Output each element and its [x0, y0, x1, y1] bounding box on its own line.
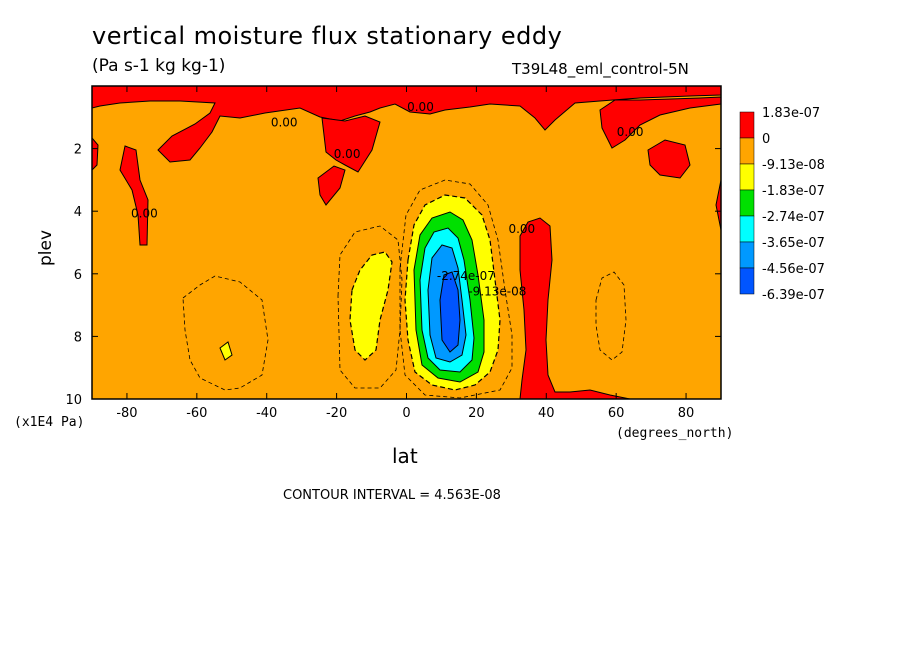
contour-label: 0.00 [617, 125, 644, 139]
y-tick-label: 6 [74, 268, 82, 283]
yellow-region-small [219, 341, 233, 361]
red-region-right [599, 96, 721, 149]
red-region-left [119, 145, 149, 246]
legend-label: -3.65e-07 [762, 236, 825, 251]
x-tick-label: 0 [402, 406, 410, 421]
y-axis: 2 4 6 8 10 [65, 143, 721, 408]
x-tick-label: -60 [186, 406, 207, 421]
legend-swatch [739, 215, 755, 243]
x-tick-label: 80 [678, 406, 695, 421]
red-region-small [317, 165, 346, 206]
legend-swatch [739, 137, 755, 165]
x-tick-label: 60 [608, 406, 625, 421]
legend-label: -9.13e-08 [762, 158, 825, 173]
contour-field [92, 86, 721, 399]
units-label: (Pa s-1 kg kg-1) [92, 56, 226, 76]
x-tick-label: -20 [326, 406, 347, 421]
x-unit-label: (degrees_north) [616, 426, 734, 441]
contour-label: 0.00 [334, 147, 361, 161]
chart-title: vertical moisture flux stationary eddy [92, 22, 563, 50]
x-tick-label: 20 [468, 406, 485, 421]
legend-swatch [739, 267, 755, 295]
x-axis: -80 -60 -40 -20 0 20 40 60 80 [116, 86, 694, 421]
legend-label: 0 [762, 132, 770, 147]
legend-label: -4.56e-07 [762, 262, 825, 277]
contour-label: 0.00 [271, 116, 298, 130]
legend-swatch [739, 241, 755, 269]
run-name: T39L48_eml_control-5N [512, 60, 689, 78]
x-tick-label: -40 [256, 406, 277, 421]
contour-label: 0.00 [508, 222, 535, 236]
dashed-contour-left [182, 275, 269, 391]
blue-plume [439, 271, 461, 353]
y-tick-label: 8 [74, 330, 82, 345]
y-unit-label: (x1E4 Pa) [14, 415, 85, 430]
red-region-right2 [647, 139, 691, 179]
legend-label: -2.74e-07 [762, 210, 825, 225]
yellow-region-left [349, 251, 393, 361]
y-tick-label: 10 [65, 393, 82, 408]
dashed-contour-mid [337, 225, 403, 389]
contour-interval: CONTOUR INTERVAL = 4.563E-08 [283, 488, 501, 503]
legend-label: -1.83e-07 [762, 184, 825, 199]
contour-label: -9.13e-08 [468, 285, 526, 299]
x-tick-label: 40 [538, 406, 555, 421]
contour-labels: 0.00 0.00 0.00 0.00 0.00 0.00 -9.13e-08 -2.74e-… [131, 100, 643, 299]
x-tick-label: -80 [116, 406, 137, 421]
dashed-contour-right [595, 271, 627, 361]
legend-swatch [739, 163, 755, 191]
y-tick-label: 4 [74, 205, 82, 220]
legend-label: -6.39e-07 [762, 288, 825, 303]
contour-label: 0.00 [131, 206, 158, 220]
legend-label: 1.83e-07 [762, 106, 820, 121]
legend-swatch [739, 189, 755, 217]
dashed-contour-plume [399, 179, 513, 399]
red-region-leftedge [92, 137, 99, 171]
red-region-rightedge [715, 179, 721, 231]
red-region-mid [321, 115, 381, 173]
y-tick-label: 2 [74, 143, 82, 158]
x-axis-label: lat [392, 444, 418, 468]
legend-swatch [739, 111, 755, 139]
red-region-35n [519, 217, 631, 399]
contour-label: 0.00 [407, 100, 434, 114]
color-legend: 1.83e-07 0 -9.13e-08 -1.83e-07 -2.74e-07 -3.6… [739, 106, 825, 303]
contour-label: -2.74e-07 [437, 269, 495, 283]
